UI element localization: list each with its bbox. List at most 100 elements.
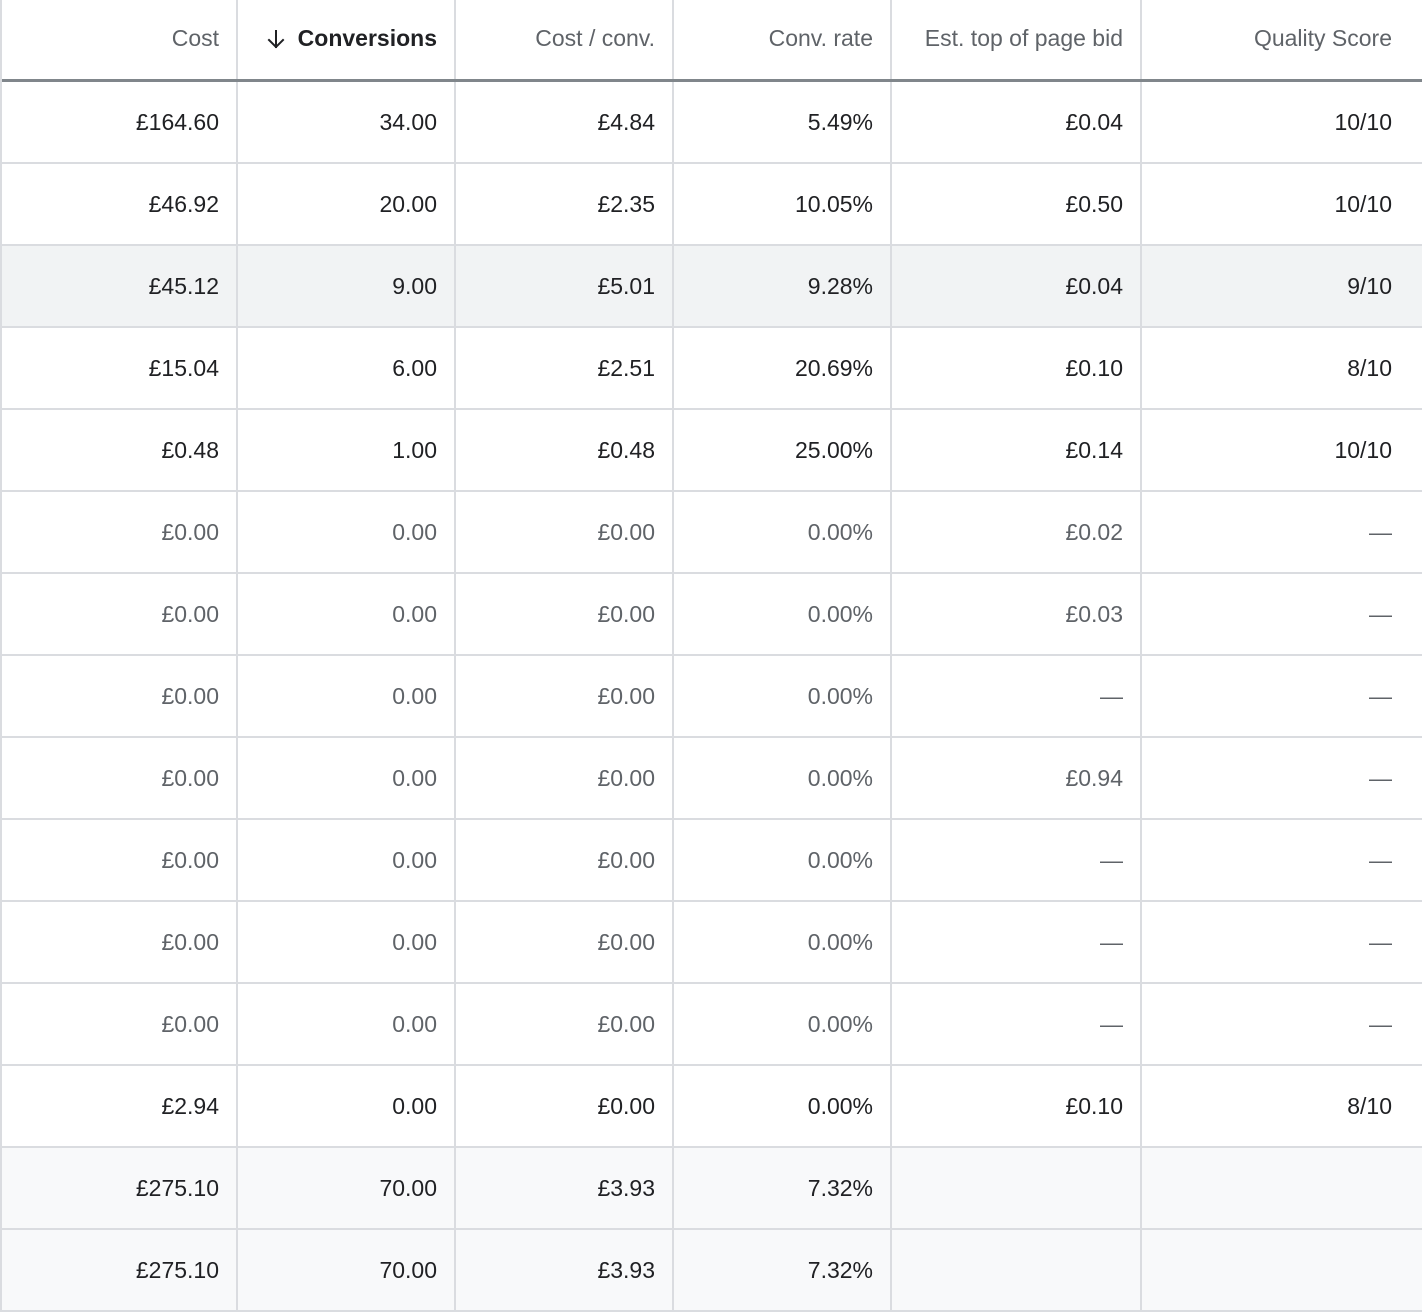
cell-value: 7.32% (807, 1174, 873, 1201)
cell-cost: £0.00 (2, 656, 238, 736)
cell-value: £0.00 (161, 600, 219, 627)
cell-conv-rate: 7.32% (674, 1148, 892, 1228)
cell-value: £2.51 (597, 354, 655, 381)
cell-cost-per-conv: £0.00 (456, 1066, 674, 1146)
table-row[interactable]: £0.00 0.00 £0.00 0.00% — — (2, 820, 1422, 902)
cell-conv-rate: 0.00% (674, 902, 892, 982)
cell-value: £45.12 (148, 272, 219, 299)
cell-value: 6.00 (392, 354, 437, 381)
column-header-label: Quality Score (1253, 25, 1392, 51)
cell-conv-rate: 0.00% (674, 656, 892, 736)
table-row[interactable]: £45.12 9.00 £5.01 9.28% £0.04 9/10 (2, 246, 1422, 328)
cell-value: 70.00 (379, 1174, 437, 1201)
cell-value: £0.00 (597, 682, 655, 709)
cell-cost: £0.00 (2, 574, 238, 654)
table-row[interactable]: £164.60 34.00 £4.84 5.49% £0.04 10/10 (2, 82, 1422, 164)
column-header-conv-rate[interactable]: Conv. rate (674, 0, 892, 79)
table-row[interactable]: £46.92 20.00 £2.35 10.05% £0.50 10/10 (2, 164, 1422, 246)
cell-value: 0.00 (392, 518, 437, 545)
cell-value: £0.00 (597, 1092, 655, 1119)
cell-cost: £0.00 (2, 492, 238, 572)
cell-value: — (1369, 518, 1392, 545)
cell-cost: £275.10 (2, 1148, 238, 1228)
cell-conv-rate: 7.32% (674, 1230, 892, 1310)
cell-value: 0.00% (807, 682, 873, 709)
cell-est-top-of-page-bid: £0.50 (892, 164, 1142, 244)
cell-value: 20.00 (379, 190, 437, 217)
cell-conversions: 6.00 (238, 328, 456, 408)
cell-value: 70.00 (379, 1256, 437, 1283)
cell-conv-rate: 0.00% (674, 820, 892, 900)
cell-value: — (1369, 600, 1392, 627)
table-row[interactable]: £0.00 0.00 £0.00 0.00% — — (2, 984, 1422, 1066)
table-row[interactable]: £0.00 0.00 £0.00 0.00% — — (2, 656, 1422, 738)
table-row[interactable]: £0.48 1.00 £0.48 25.00% £0.14 10/10 (2, 410, 1422, 492)
column-header-cost-per-conv[interactable]: Cost / conv. (456, 0, 674, 79)
cell-est-top-of-page-bid (892, 1230, 1142, 1310)
cell-value: — (1369, 1010, 1392, 1037)
cell-value: £2.94 (161, 1092, 219, 1119)
table-row[interactable]: £2.94 0.00 £0.00 0.00% £0.10 8/10 (2, 1066, 1422, 1148)
cell-est-top-of-page-bid: £0.04 (892, 246, 1142, 326)
cell-cost: £2.94 (2, 1066, 238, 1146)
cell-conversions: 0.00 (238, 984, 456, 1064)
cell-value: £46.92 (148, 190, 219, 217)
table-row[interactable]: £0.00 0.00 £0.00 0.00% £0.02 — (2, 492, 1422, 574)
cell-cost-per-conv: £0.00 (456, 902, 674, 982)
cell-value: 0.00% (807, 1092, 873, 1119)
cell-conversions: 0.00 (238, 574, 456, 654)
cell-value: — (1369, 928, 1392, 955)
cell-value: £0.00 (597, 846, 655, 873)
column-header-cost[interactable]: Cost (2, 0, 238, 79)
column-header-quality-score[interactable]: Quality Score (1142, 0, 1422, 79)
cell-est-top-of-page-bid: — (892, 656, 1142, 736)
table-row[interactable]: £0.00 0.00 £0.00 0.00% — — (2, 902, 1422, 984)
cell-value: £15.04 (148, 354, 219, 381)
cell-value: £0.00 (161, 518, 219, 545)
total-row[interactable]: £275.10 70.00 £3.93 7.32% (2, 1230, 1422, 1312)
column-header-conversions[interactable]: Conversions (238, 0, 456, 79)
cell-value: £275.10 (135, 1256, 219, 1283)
cell-conv-rate: 0.00% (674, 984, 892, 1064)
cell-value: 0.00% (807, 928, 873, 955)
cell-conv-rate: 9.28% (674, 246, 892, 326)
cell-value: £0.00 (161, 928, 219, 955)
cell-value: £0.00 (161, 846, 219, 873)
cell-value: 9.00 (392, 272, 437, 299)
cell-value: £4.84 (597, 108, 655, 135)
cell-value: £5.01 (597, 272, 655, 299)
cell-value: £0.94 (1065, 764, 1123, 791)
cell-quality-score: — (1142, 902, 1422, 982)
cell-est-top-of-page-bid: £0.04 (892, 82, 1142, 162)
cell-value: £2.35 (597, 190, 655, 217)
cell-cost: £275.10 (2, 1230, 238, 1310)
cell-cost: £15.04 (2, 328, 238, 408)
cell-value: 34.00 (379, 108, 437, 135)
table-header-row: Cost Conversions Cost / conv. Conv. rate… (2, 0, 1422, 82)
column-header-label: Conv. rate (768, 25, 873, 51)
cell-value: £0.00 (597, 518, 655, 545)
cell-conversions: 34.00 (238, 82, 456, 162)
total-row[interactable]: £275.10 70.00 £3.93 7.32% (2, 1148, 1422, 1230)
cell-cost-per-conv: £0.00 (456, 656, 674, 736)
cell-cost-per-conv: £5.01 (456, 246, 674, 326)
cell-value: 0.00 (392, 764, 437, 791)
cell-value: £0.04 (1065, 108, 1123, 135)
cell-conv-rate: 20.69% (674, 328, 892, 408)
table-row[interactable]: £0.00 0.00 £0.00 0.00% £0.03 — (2, 574, 1422, 656)
cell-quality-score: — (1142, 492, 1422, 572)
table-row[interactable]: £0.00 0.00 £0.00 0.00% £0.94 — (2, 738, 1422, 820)
cell-value: 10/10 (1334, 436, 1392, 463)
cell-conversions: 70.00 (238, 1148, 456, 1228)
cell-est-top-of-page-bid: £0.02 (892, 492, 1142, 572)
cell-cost-per-conv: £0.00 (456, 738, 674, 818)
cell-cost: £45.12 (2, 246, 238, 326)
cell-value: 10/10 (1334, 108, 1392, 135)
column-header-est-top-of-page-bid[interactable]: Est. top of page bid (892, 0, 1142, 79)
cell-value: 0.00 (392, 928, 437, 955)
table-row[interactable]: £15.04 6.00 £2.51 20.69% £0.10 8/10 (2, 328, 1422, 410)
cell-value: 7.32% (807, 1256, 873, 1283)
cell-cost-per-conv: £0.00 (456, 574, 674, 654)
cell-value: — (1369, 764, 1392, 791)
cell-value: — (1369, 846, 1392, 873)
